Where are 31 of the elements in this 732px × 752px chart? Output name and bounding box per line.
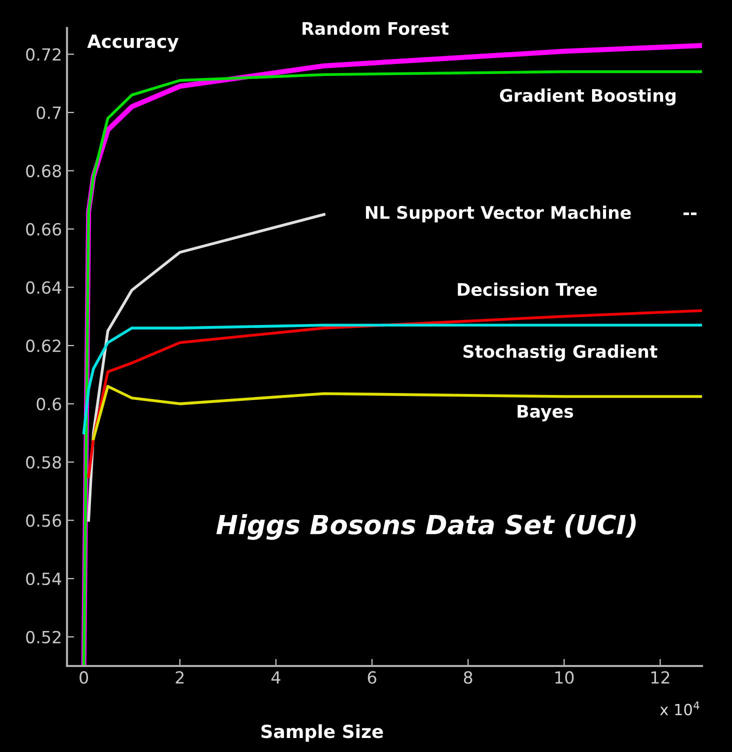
x-tick-label: 8 xyxy=(464,671,472,684)
series-label: Bayes xyxy=(518,405,574,422)
x-tick-label: 4 xyxy=(271,671,280,684)
series-label: Decission Tree xyxy=(458,282,597,296)
x-tick-label: 2 xyxy=(176,671,184,684)
y-tick-label: 0.7 xyxy=(36,106,61,120)
y-tick-label: 0.56 xyxy=(26,514,62,527)
series-label: Gradient Boosting xyxy=(500,88,676,106)
series-label: Random Forest xyxy=(302,22,449,36)
y-tick-label: 0.58 xyxy=(26,456,61,469)
x-tick-label: 0 xyxy=(80,671,88,684)
y-tick-label: 0.72 xyxy=(26,48,60,61)
line-series xyxy=(92,384,702,440)
x-axis-title: Sample Size xyxy=(261,724,383,742)
x-tick-label: 6 xyxy=(368,671,376,684)
y-tick-label: 0.52 xyxy=(26,630,60,644)
text: Higgs Bosons Data Set (UCI) xyxy=(216,514,636,540)
y-tick-label: 0.64 xyxy=(26,281,62,294)
annotation: -- xyxy=(683,212,697,216)
x-tick-label: 10 xyxy=(555,671,574,684)
y-axis-title: Accuracy xyxy=(87,34,179,52)
series-label: Stochastig Gradient xyxy=(464,344,658,362)
line-series xyxy=(82,324,702,434)
text: x 10$^{4}$ xyxy=(660,701,700,716)
y-tick-label: 0.66 xyxy=(26,222,62,236)
y-tick-label: 0.68 xyxy=(26,164,61,178)
y-tick-label: 0.62 xyxy=(26,340,60,352)
y-tick-label: 0.6 xyxy=(36,398,62,410)
x-tick-label: 12 xyxy=(651,671,670,684)
y-tick-label: 0.54 xyxy=(26,572,62,586)
text: NL Support Vector Machine xyxy=(366,206,631,222)
